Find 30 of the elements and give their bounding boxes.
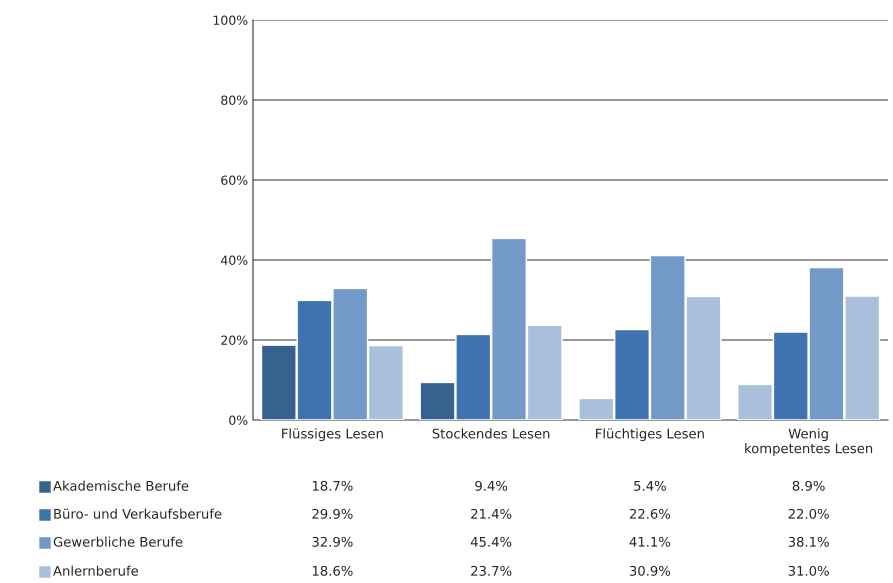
- y-tick-label: 80%: [221, 95, 248, 105]
- data-label: 31.0%: [788, 566, 829, 576]
- legend-label: Akademische Berufe: [53, 480, 188, 491]
- data-label: 18.6%: [312, 566, 353, 576]
- data-label: 8.9%: [792, 480, 825, 491]
- data-label: 9.4%: [475, 480, 508, 491]
- x-tick-label: Flüchtiges Lesen: [596, 428, 704, 442]
- y-tick-label: 0%: [229, 415, 248, 425]
- data-label: 45.4%: [470, 536, 512, 547]
- y-tick-label: 20%: [221, 335, 248, 345]
- x-tick-label: Flüssiges Lesen: [282, 428, 383, 442]
- data-label: 5.4%: [634, 480, 666, 491]
- y-tick-label: 40%: [220, 255, 248, 265]
- y-tick-label: 60%: [221, 175, 248, 185]
- data-label: 30.9%: [630, 566, 670, 576]
- data-label: 32.9%: [312, 536, 353, 547]
- x-tick-label: Stockendes Lesen: [432, 428, 550, 439]
- legend-label: Büro- und Verkaufsberufe: [54, 508, 222, 519]
- x-tick-label: Wenig kompetentes Lesen: [745, 428, 872, 456]
- data-label: 38.1%: [788, 536, 829, 547]
- data-label: 41.1%: [630, 536, 670, 547]
- data-label: 22.6%: [630, 508, 670, 519]
- data-label: 21.4%: [471, 508, 512, 519]
- legend-label: Anlernberufe: [53, 566, 138, 576]
- data-label: 18.7%: [312, 480, 353, 491]
- legend-label: Gewerbliche Berufe: [54, 536, 182, 547]
- y-tick-label: 100%: [214, 15, 248, 25]
- data-label: 29.9%: [312, 508, 353, 519]
- data-label: 22.0%: [788, 508, 829, 519]
- data-label: 23.7%: [471, 566, 512, 576]
